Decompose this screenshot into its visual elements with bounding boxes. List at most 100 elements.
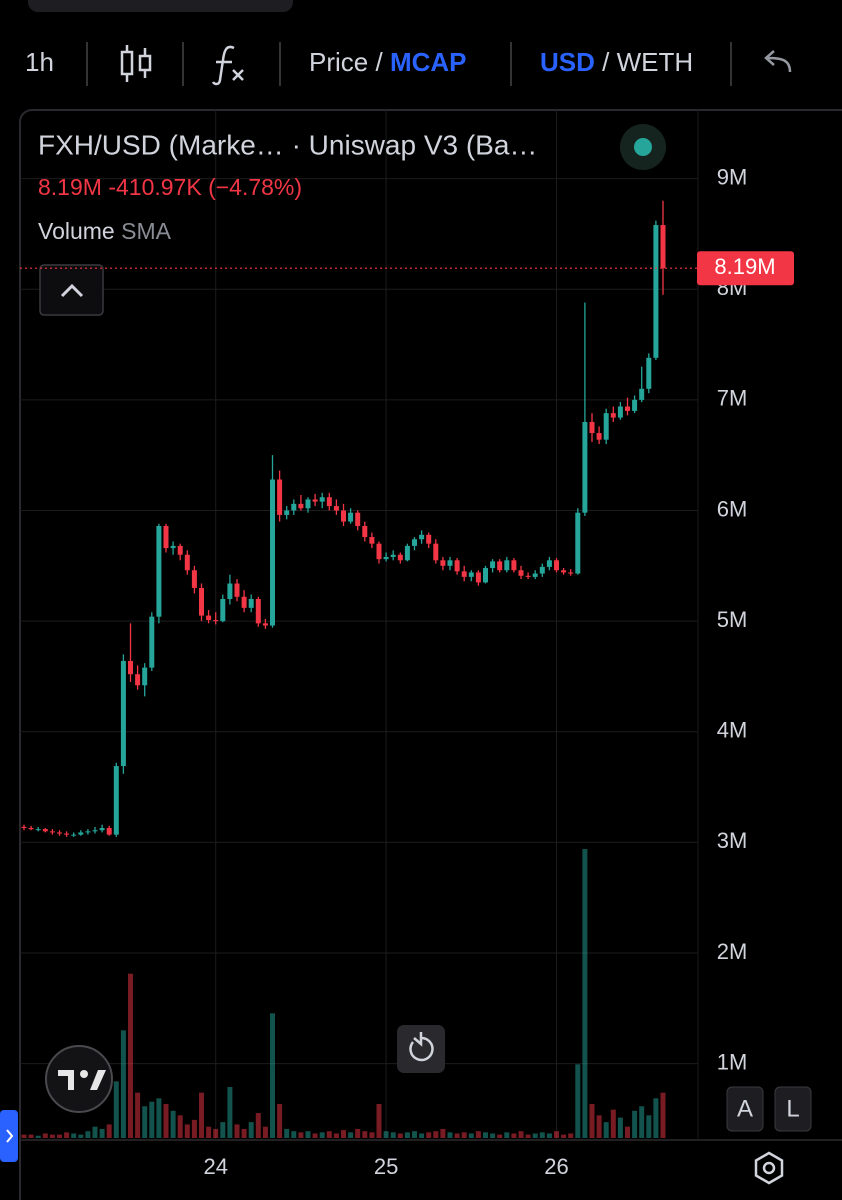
- candle-body: [468, 572, 474, 577]
- settings-button[interactable]: [754, 1151, 784, 1185]
- volume-bar: [419, 1133, 425, 1138]
- candle-body: [35, 829, 41, 831]
- volume-bar: [64, 1132, 70, 1138]
- volume-bar: [532, 1133, 538, 1138]
- candle-body: [589, 421, 595, 434]
- x-tick-label: 25: [374, 1154, 398, 1179]
- candle-body: [653, 225, 659, 358]
- candle-body: [639, 388, 645, 400]
- candle-body: [546, 560, 552, 567]
- x-tick-label: 24: [203, 1154, 227, 1179]
- candle-body: [603, 413, 609, 440]
- undo-button[interactable]: [764, 50, 792, 73]
- candle-body: [291, 503, 297, 511]
- candle-body: [412, 539, 417, 546]
- change: -410.97K: [108, 174, 202, 200]
- candle-body: [632, 399, 638, 411]
- candle-body: [241, 596, 247, 608]
- currency-toggle[interactable]: USD / WETH: [540, 47, 693, 77]
- volume-bar: [106, 1124, 112, 1138]
- volume-bar: [596, 1115, 602, 1138]
- volume-bar: [284, 1128, 290, 1138]
- volume-bar: [369, 1132, 375, 1138]
- candle-body: [92, 830, 98, 832]
- candle-body: [575, 512, 581, 574]
- tab-strip[interactable]: [28, 0, 293, 12]
- weth-option[interactable]: WETH: [617, 47, 694, 77]
- volume-bar: [291, 1131, 297, 1138]
- candle-body: [326, 497, 332, 507]
- candle-body: [120, 660, 126, 767]
- candle-body: [106, 828, 112, 835]
- volume-bar: [298, 1132, 304, 1138]
- side-panel-tab[interactable]: [0, 1110, 18, 1162]
- y-tick-label: 1M: [717, 1049, 748, 1074]
- candle-body: [390, 554, 396, 557]
- volume-bar: [49, 1134, 55, 1138]
- candle-body: [248, 599, 254, 608]
- candle-type-icon[interactable]: [120, 45, 152, 82]
- volume-bar: [461, 1132, 467, 1138]
- volume-bar: [305, 1131, 311, 1138]
- candle-body: [440, 560, 446, 566]
- volume-bar: [589, 1104, 595, 1138]
- usd-option[interactable]: USD: [540, 47, 595, 77]
- price-mcap-toggle[interactable]: Price / MCAP: [309, 47, 467, 77]
- candle-body: [447, 560, 453, 566]
- volume-bar: [21, 1134, 27, 1138]
- volume-bar: [341, 1130, 346, 1138]
- chevron-up-icon: [60, 283, 84, 298]
- volume-bar: [220, 1122, 226, 1138]
- candle-body: [518, 570, 524, 576]
- volume-bar: [554, 1131, 559, 1138]
- price-option[interactable]: Price: [309, 47, 368, 77]
- candle-body: [582, 421, 588, 513]
- volume-bar: [660, 1092, 666, 1138]
- candle-body: [341, 510, 346, 522]
- candle-body: [475, 572, 481, 583]
- x-tick-label: 26: [544, 1154, 568, 1179]
- candle-body: [362, 525, 368, 538]
- volume-bar: [199, 1092, 204, 1138]
- volume-bar: [383, 1131, 389, 1138]
- candle-body: [255, 599, 261, 624]
- chevron-right-icon: [6, 1129, 14, 1143]
- candle-body: [483, 568, 488, 583]
- volume-bar: [625, 1126, 630, 1138]
- candle-body: [277, 479, 283, 515]
- volume-bar: [483, 1132, 488, 1138]
- change-percent: (−4.78%): [208, 174, 302, 200]
- volume-bar: [277, 1104, 283, 1138]
- volume-bar: [163, 1104, 169, 1138]
- candle-body: [426, 534, 432, 544]
- auto-scale-button[interactable]: [726, 1086, 764, 1132]
- volume-bar: [312, 1133, 318, 1138]
- volume-bar: [128, 973, 133, 1138]
- volume-bar: [142, 1106, 148, 1138]
- separator-text: /: [375, 47, 383, 77]
- volume-bar: [262, 1126, 268, 1138]
- status-dot: [634, 138, 652, 156]
- reset-chart-button[interactable]: [397, 1025, 445, 1073]
- volume-bar: [433, 1131, 439, 1138]
- tradingview-logo[interactable]: [45, 1045, 113, 1113]
- volume-bar: [177, 1115, 183, 1138]
- volume-bar: [617, 1117, 623, 1138]
- log-scale-button[interactable]: [774, 1086, 812, 1132]
- volume-bar: [149, 1101, 155, 1138]
- candle-body: [49, 831, 55, 833]
- volume-bar: [120, 1030, 126, 1138]
- interval-button[interactable]: 1h: [25, 47, 54, 77]
- candle-body: [206, 615, 212, 621]
- candle-body: [333, 506, 339, 511]
- candle-body: [376, 543, 382, 560]
- candle-body: [99, 828, 105, 831]
- indicators-icon[interactable]: [211, 45, 244, 86]
- mcap-option[interactable]: MCAP: [390, 47, 467, 77]
- volume-bar: [511, 1133, 517, 1138]
- collapse-legend-button[interactable]: [39, 264, 104, 316]
- y-tick-label: 7M: [717, 386, 748, 411]
- volume-bar: [497, 1134, 503, 1138]
